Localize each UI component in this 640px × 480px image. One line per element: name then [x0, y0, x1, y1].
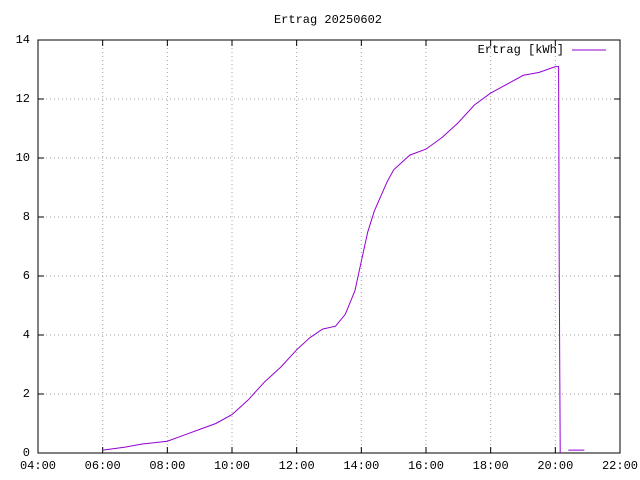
y-tick-label: 2 [23, 387, 30, 401]
x-tick-label: 18:00 [473, 459, 509, 473]
data-line [102, 66, 585, 454]
x-tick-label: 04:00 [20, 459, 56, 473]
y-tick-label: 14 [16, 33, 30, 47]
legend-label: Ertrag [kWh] [478, 43, 564, 57]
y-tick-label: 6 [23, 269, 30, 283]
x-tick-label: 22:00 [602, 459, 638, 473]
x-tick-label: 12:00 [279, 459, 315, 473]
y-tick-label: 10 [16, 151, 30, 165]
y-tick-label: 8 [23, 210, 30, 224]
x-tick-label: 10:00 [214, 459, 250, 473]
y-tick-label: 0 [23, 446, 30, 460]
y-tick-label: 12 [16, 92, 30, 106]
x-tick-label: 20:00 [537, 459, 573, 473]
y-tick-label: 4 [23, 328, 30, 342]
x-tick-label: 14:00 [343, 459, 379, 473]
x-tick-label: 16:00 [408, 459, 444, 473]
x-tick-label: 08:00 [149, 459, 185, 473]
plot-border [37, 39, 621, 454]
chart-title: Ertrag 20250602 [274, 13, 382, 27]
x-tick-label: 06:00 [85, 459, 121, 473]
